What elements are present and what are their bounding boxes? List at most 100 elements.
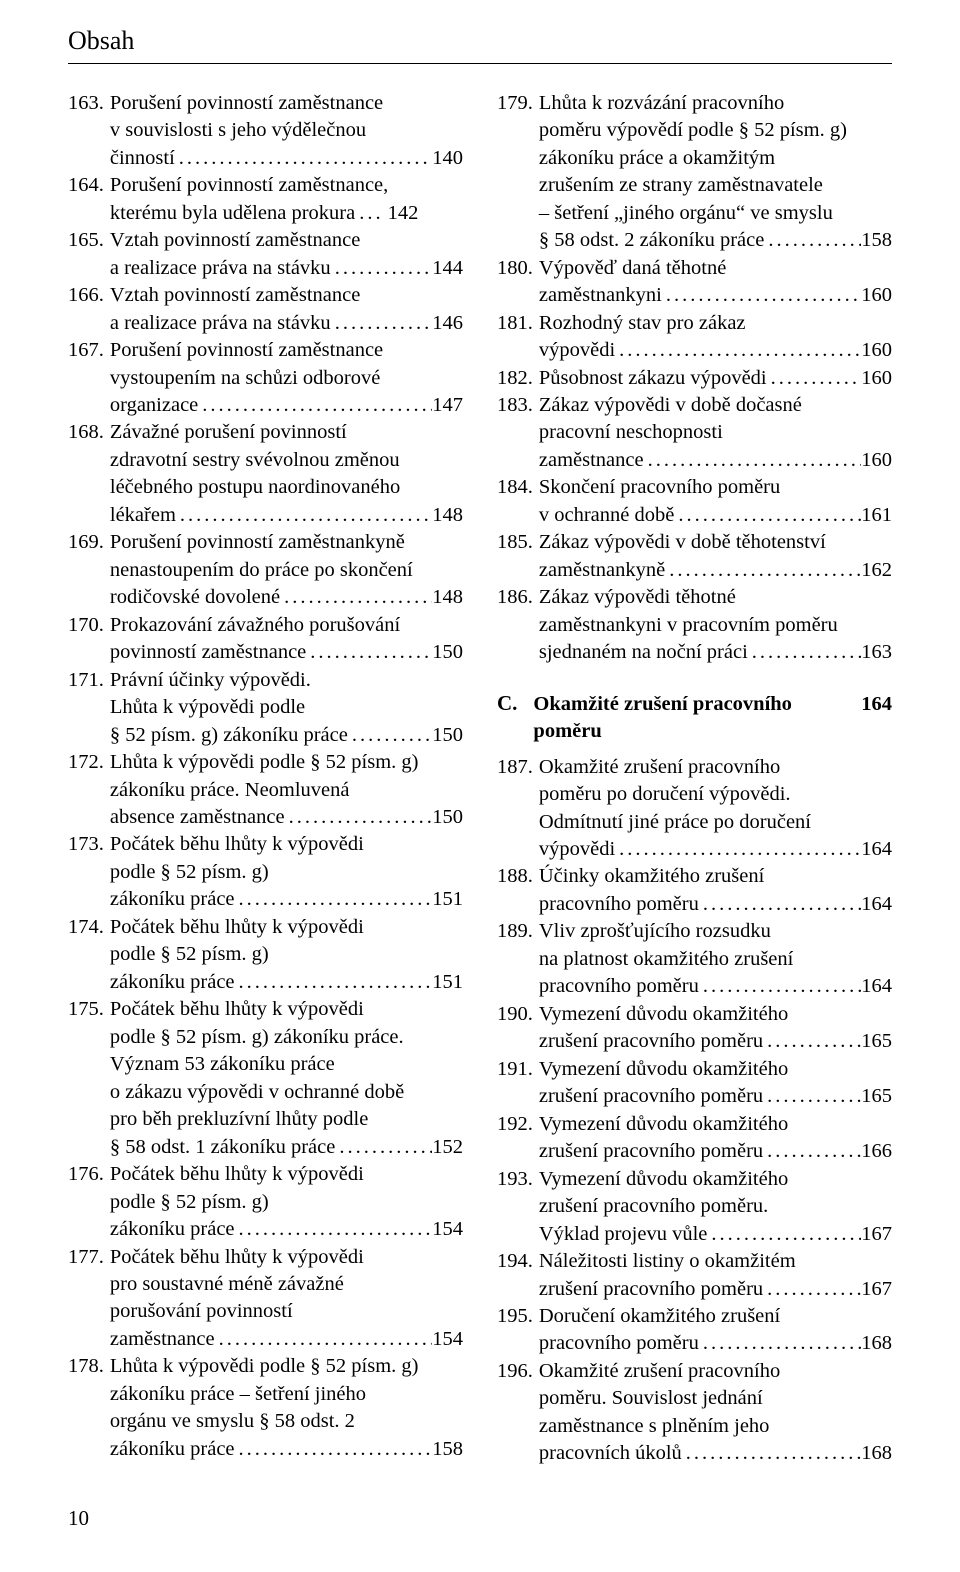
toc-entry-text: pracovního poměru — [539, 973, 699, 1000]
toc-entry: 181.Rozhodný stav pro zákazvýpovědi160 — [497, 310, 892, 365]
toc-entry-number: 184. — [497, 474, 539, 529]
toc-entry-number: 191. — [497, 1056, 539, 1111]
toc-entry-number: 189. — [497, 918, 539, 1000]
toc-entry-page: 167 — [861, 1276, 892, 1303]
toc-entry-number: 196. — [497, 1358, 539, 1468]
toc-entry-line: poměru výpovědí podle § 52 písm. g) — [539, 117, 892, 144]
toc-entry-number: 177. — [68, 1244, 110, 1354]
toc-entry-body: Vymezení důvodu okamžitéhozrušení pracov… — [539, 1166, 892, 1248]
toc-entry-page: 151 — [432, 886, 463, 913]
toc-entry-line: Vztah povinností zaměstnance — [110, 282, 463, 309]
toc-entry-text: činností — [110, 145, 175, 172]
toc-entry-text: zaměstnankyni — [539, 282, 662, 309]
toc-entry: 183.Zákaz výpovědi v době dočasnépracovn… — [497, 392, 892, 474]
toc-leader-dots — [682, 1440, 861, 1467]
toc-entry-line: Výpověď daná těhotné — [539, 255, 892, 282]
toc-entry-page: 154 — [432, 1326, 463, 1353]
toc-entry-line: Lhůta k výpovědi podle § 52 písm. g) — [110, 749, 463, 776]
toc-entry-page: 162 — [861, 557, 892, 584]
toc-entry-body: Právní účinky výpovědi.Lhůta k výpovědi … — [110, 667, 463, 749]
toc-entry-line: porušování povinností — [110, 1298, 463, 1325]
toc-entry-text: § 52 písm. g) zákoníku práce — [110, 722, 348, 749]
toc-entry-page: 140 — [432, 145, 463, 172]
toc-entry-body: Lhůta k výpovědi podle § 52 písm. g)záko… — [110, 749, 463, 831]
toc-entry-last-line: zákoníku práce 158 — [110, 1436, 463, 1463]
toc-entry-last-line: zákoníku práce151 — [110, 969, 463, 996]
toc-entry-line: Porušení povinností zaměstnance — [110, 337, 463, 364]
toc-column-right: 179.Lhůta k rozvázání pracovníhopoměru v… — [497, 90, 892, 1468]
toc-entry-body: Porušení povinností zaměstnance,kterému … — [110, 172, 463, 227]
toc-entry-last-line: § 58 odst. 1 zákoníku práce152 — [110, 1134, 463, 1161]
toc-entry-last-line: pracovního poměru164 — [539, 891, 892, 918]
toc-entry-line: pracovní neschopnosti — [539, 419, 892, 446]
toc-entry-body: Zákaz výpovědi v době dočasnépracovní ne… — [539, 392, 892, 474]
toc-entry-page: 154 — [432, 1216, 463, 1243]
toc-entry-line: Prokazování závažného porušování — [110, 612, 463, 639]
toc-entry-number: 168. — [68, 419, 110, 529]
toc-entry: 180.Výpověď daná těhotnézaměstnankyni 160 — [497, 255, 892, 310]
toc-entry-page: 167 — [861, 1221, 892, 1248]
toc-entry-line: Účinky okamžitého zrušení — [539, 863, 892, 890]
toc-entry-line: v souvislosti s jeho výdělečnou — [110, 117, 463, 144]
page-number: 10 — [68, 1504, 892, 1532]
toc-entry-last-line: povinností zaměstnance150 — [110, 639, 463, 666]
toc-entry: 170.Prokazování závažného porušovánípovi… — [68, 612, 463, 667]
toc-entry-page: 160 — [861, 282, 892, 309]
toc-entry-page: 158 — [432, 1436, 463, 1463]
toc-section-title: Okamžité zrušení pracovního poměru — [533, 691, 855, 746]
toc-section-letter: C. — [497, 689, 533, 717]
toc-entry-number: 180. — [497, 255, 539, 310]
toc-entry: 196.Okamžité zrušení pracovníhopoměru. S… — [497, 1358, 892, 1468]
toc-leader-dots — [285, 804, 433, 831]
toc-entry-number: 182. — [497, 365, 539, 392]
toc-entry-body: Účinky okamžitého zrušenípracovního pomě… — [539, 863, 892, 918]
toc-entry-body: Prokazování závažného porušovánípovinnos… — [110, 612, 463, 667]
toc-entry-page: 142 — [388, 200, 419, 227]
toc-leader-dots — [674, 502, 861, 529]
toc-entry-number: 163. — [68, 90, 110, 172]
toc-entry-number: 183. — [497, 392, 539, 474]
toc-entry-number: 172. — [68, 749, 110, 831]
toc-entry-line: – šetření „jiného orgánu“ ve smyslu — [539, 200, 892, 227]
toc-entry-text: rodičovské dovolené — [110, 584, 280, 611]
toc-entry-body: Počátek běhu lhůty k výpovědipodle § 52 … — [110, 996, 463, 1161]
toc-entry: 192.Vymezení důvodu okamžitéhozrušení pr… — [497, 1111, 892, 1166]
toc-entry-body: Náležitosti listiny o okamžitémzrušení p… — [539, 1248, 892, 1303]
toc-entry-last-line: zrušení pracovního poměru165 — [539, 1028, 892, 1055]
toc-entry-line: Význam 53 zákoníku práce — [110, 1051, 463, 1078]
toc-entry: 165.Vztah povinností zaměstnancea realiz… — [68, 227, 463, 282]
toc-entry-last-line: pracovního poměru164 — [539, 973, 892, 1000]
toc-entry: 168.Závažné porušení povinnostízdravotní… — [68, 419, 463, 529]
toc-entry-body: Rozhodný stav pro zákazvýpovědi160 — [539, 310, 892, 365]
toc-entry-text: zákoníku práce — [110, 1436, 235, 1463]
toc-entry-page: 148 — [432, 584, 463, 611]
toc-entry-line: orgánu ve smyslu § 58 odst. 2 — [110, 1408, 463, 1435]
toc-entry: 175.Počátek běhu lhůty k výpovědipodle §… — [68, 996, 463, 1161]
toc-entry-page: 160 — [861, 447, 892, 474]
toc-entry-text: § 58 odst. 1 zákoníku práce — [110, 1134, 335, 1161]
toc-entry-page: 158 — [861, 227, 892, 254]
toc-entry: 166.Vztah povinností zaměstnancea realiz… — [68, 282, 463, 337]
toc-entry-last-line: zaměstnance154 — [110, 1326, 463, 1353]
toc-entry: 189.Vliv zprošťujícího rozsudkuna platno… — [497, 918, 892, 1000]
toc-entry-number: 192. — [497, 1111, 539, 1166]
toc-entry-line: Vymezení důvodu okamžitého — [539, 1111, 892, 1138]
toc-entry-body: Lhůta k rozvázání pracovníhopoměru výpov… — [539, 90, 892, 255]
toc-entry-line: vystoupením na schůzi odborové — [110, 365, 463, 392]
toc-entry-text: v ochranné době — [539, 502, 674, 529]
toc-entry-number: 195. — [497, 1303, 539, 1358]
toc-leader-dots — [763, 1028, 861, 1055]
toc-leader-dots — [331, 310, 433, 337]
toc-entry-body: Počátek běhu lhůty k výpovědipodle § 52 … — [110, 831, 463, 913]
toc-entry-page: 146 — [432, 310, 463, 337]
toc-entry-line: Lhůta k rozvázání pracovního — [539, 90, 892, 117]
toc-entry-number: 173. — [68, 831, 110, 913]
toc-entry-line: Vymezení důvodu okamžitého — [539, 1056, 892, 1083]
toc-entry-text: Působnost zákazu výpovědi — [539, 365, 767, 392]
toc-entry-line: Porušení povinností zaměstnance, — [110, 172, 463, 199]
toc-entry: 188.Účinky okamžitého zrušenípracovního … — [497, 863, 892, 918]
toc-entry-line: Vymezení důvodu okamžitého — [539, 1166, 892, 1193]
toc-entry-last-line: kterému byla udělena prokura...142 — [110, 200, 463, 227]
toc-entry-page: 144 — [432, 255, 463, 282]
toc-leader-dots — [615, 836, 861, 863]
